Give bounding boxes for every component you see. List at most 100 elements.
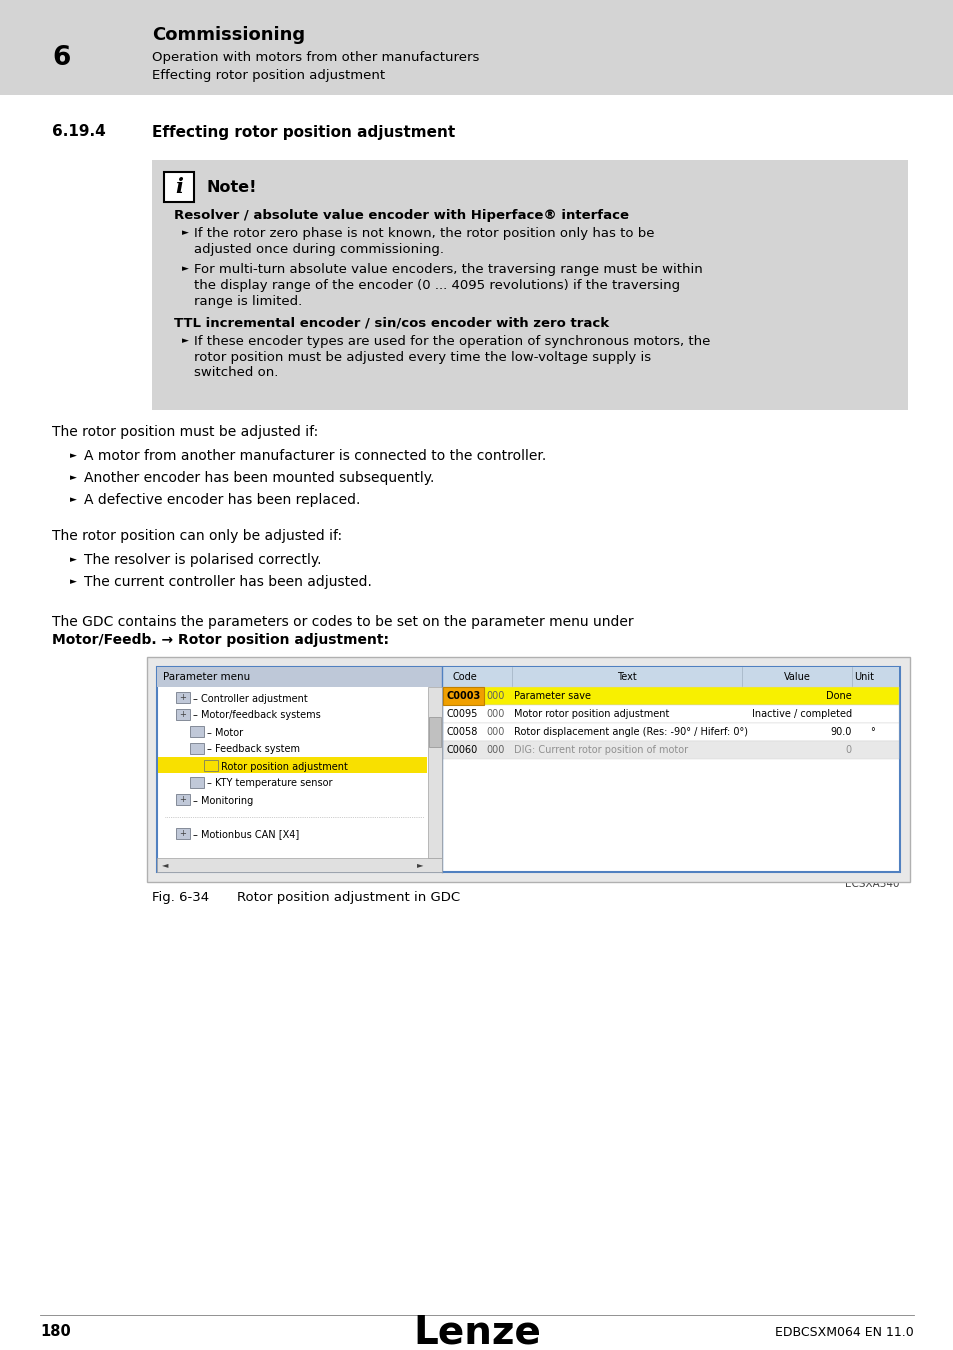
- Text: Code: Code: [452, 672, 476, 682]
- Bar: [429, 717, 440, 747]
- Text: – Motor: – Motor: [207, 728, 243, 737]
- Text: 90.0: 90.0: [830, 728, 851, 737]
- Text: Resolver / absolute value encoder with Hiperface® interface: Resolver / absolute value encoder with H…: [173, 208, 628, 221]
- Text: 000: 000: [485, 728, 504, 737]
- Text: ►: ►: [416, 860, 422, 869]
- Bar: [190, 743, 204, 755]
- Text: ECSXA540: ECSXA540: [844, 879, 899, 890]
- Text: Done: Done: [825, 691, 851, 701]
- Text: i: i: [175, 177, 183, 197]
- Text: Operation with motors from other manufacturers: Operation with motors from other manufac…: [152, 51, 478, 65]
- Text: ►: ►: [182, 265, 189, 274]
- Bar: [175, 709, 190, 720]
- Bar: [204, 760, 218, 771]
- Bar: [442, 687, 483, 705]
- Bar: [157, 859, 441, 872]
- Text: +: +: [179, 829, 186, 838]
- Bar: [147, 657, 909, 882]
- Text: Effecting rotor position adjustment: Effecting rotor position adjustment: [152, 124, 455, 139]
- Bar: [0, 0, 953, 95]
- Bar: [428, 687, 441, 859]
- Text: ►: ►: [70, 495, 77, 505]
- Text: Parameter save: Parameter save: [514, 691, 590, 701]
- Text: Lenze: Lenze: [413, 1314, 540, 1350]
- Text: Another encoder has been mounted subsequently.: Another encoder has been mounted subsequ…: [84, 471, 434, 485]
- Text: Commissioning: Commissioning: [152, 26, 305, 45]
- Bar: [175, 693, 190, 703]
- Text: – Motionbus CAN [X4]: – Motionbus CAN [X4]: [193, 829, 299, 840]
- Text: C0060: C0060: [447, 745, 477, 755]
- Text: The GDC contains the parameters or codes to be set on the parameter menu under: The GDC contains the parameters or codes…: [52, 616, 633, 629]
- Text: Value: Value: [782, 672, 810, 682]
- Text: Rotor position adjustment in GDC: Rotor position adjustment in GDC: [236, 891, 459, 903]
- Text: ►: ►: [70, 474, 77, 482]
- Bar: [442, 687, 898, 705]
- Text: Rotor displacement angle (Res: -90° / Hiferf: 0°): Rotor displacement angle (Res: -90° / Hi…: [514, 728, 747, 737]
- Bar: [190, 778, 204, 788]
- Text: Note!: Note!: [207, 180, 257, 194]
- Bar: [442, 667, 898, 687]
- Text: The resolver is polarised correctly.: The resolver is polarised correctly.: [84, 554, 321, 567]
- Text: A defective encoder has been replaced.: A defective encoder has been replaced.: [84, 493, 360, 508]
- Text: 180: 180: [40, 1324, 71, 1339]
- Text: Unit: Unit: [854, 672, 874, 682]
- Text: Rotor position adjustment: Rotor position adjustment: [221, 761, 348, 771]
- Text: 000: 000: [485, 709, 504, 720]
- Text: A motor from another manufacturer is connected to the controller.: A motor from another manufacturer is con…: [84, 450, 546, 463]
- Text: adjusted once during commissioning.: adjusted once during commissioning.: [193, 243, 443, 255]
- Bar: [175, 794, 190, 805]
- Text: If these encoder types are used for the operation of synchronous motors, the: If these encoder types are used for the …: [193, 335, 710, 347]
- Text: – KTY temperature sensor: – KTY temperature sensor: [207, 779, 333, 788]
- Text: Text: Text: [617, 672, 637, 682]
- Text: 6.19.4: 6.19.4: [52, 124, 106, 139]
- Bar: [190, 726, 204, 737]
- Text: C0095: C0095: [447, 709, 477, 720]
- Bar: [442, 741, 898, 759]
- Text: ►: ►: [70, 578, 77, 586]
- Text: EDBCSXM064 EN 11.0: EDBCSXM064 EN 11.0: [775, 1326, 913, 1338]
- Text: The current controller has been adjusted.: The current controller has been adjusted…: [84, 575, 372, 589]
- Text: Fig. 6-34: Fig. 6-34: [152, 891, 209, 903]
- Text: 6: 6: [52, 45, 71, 72]
- Text: ►: ►: [182, 336, 189, 346]
- Text: DIG: Current rotor position of motor: DIG: Current rotor position of motor: [514, 745, 687, 755]
- Text: – Monitoring: – Monitoring: [193, 795, 253, 806]
- Text: – Feedback system: – Feedback system: [207, 744, 299, 755]
- Bar: [442, 705, 898, 724]
- Text: Motor rotor position adjustment: Motor rotor position adjustment: [514, 709, 669, 720]
- Text: 000: 000: [485, 691, 504, 701]
- Bar: [164, 171, 193, 202]
- Text: 000: 000: [485, 745, 504, 755]
- Bar: [175, 828, 190, 838]
- Bar: [152, 161, 907, 410]
- Text: If the rotor zero phase is not known, the rotor position only has to be: If the rotor zero phase is not known, th…: [193, 227, 654, 239]
- Text: ►: ►: [70, 555, 77, 564]
- Text: ◄: ◄: [162, 860, 169, 869]
- Text: the display range of the encoder (0 ... 4095 revolutions) if the traversing: the display range of the encoder (0 ... …: [193, 278, 679, 292]
- Text: +: +: [179, 693, 186, 702]
- Bar: [157, 667, 441, 687]
- Text: +: +: [179, 710, 186, 720]
- Text: +: +: [179, 795, 186, 805]
- Text: C0003: C0003: [447, 691, 480, 701]
- Text: For multi-turn absolute value encoders, the traversing range must be within: For multi-turn absolute value encoders, …: [193, 262, 702, 275]
- Text: – Controller adjustment: – Controller adjustment: [193, 694, 308, 703]
- Text: range is limited.: range is limited.: [193, 294, 302, 308]
- Text: °: °: [869, 728, 874, 737]
- Bar: [442, 724, 898, 741]
- Text: Parameter menu: Parameter menu: [163, 672, 250, 682]
- Text: Motor/Feedb. → Rotor position adjustment:: Motor/Feedb. → Rotor position adjustment…: [52, 633, 389, 647]
- Text: TTL incremental encoder / sin/cos encoder with zero track: TTL incremental encoder / sin/cos encode…: [173, 316, 608, 329]
- Text: Inactive / completed: Inactive / completed: [751, 709, 851, 720]
- Text: ►: ►: [182, 228, 189, 238]
- Text: – Motor/feedback systems: – Motor/feedback systems: [193, 710, 320, 721]
- Text: The rotor position must be adjusted if:: The rotor position must be adjusted if:: [52, 425, 318, 439]
- Text: rotor position must be adjusted every time the low-voltage supply is: rotor position must be adjusted every ti…: [193, 351, 651, 363]
- Bar: [157, 667, 899, 872]
- Text: The rotor position can only be adjusted if:: The rotor position can only be adjusted …: [52, 529, 342, 543]
- Text: switched on.: switched on.: [193, 366, 278, 379]
- Text: ►: ►: [70, 451, 77, 460]
- Bar: [158, 757, 427, 774]
- Text: Effecting rotor position adjustment: Effecting rotor position adjustment: [152, 69, 385, 82]
- Text: 0: 0: [845, 745, 851, 755]
